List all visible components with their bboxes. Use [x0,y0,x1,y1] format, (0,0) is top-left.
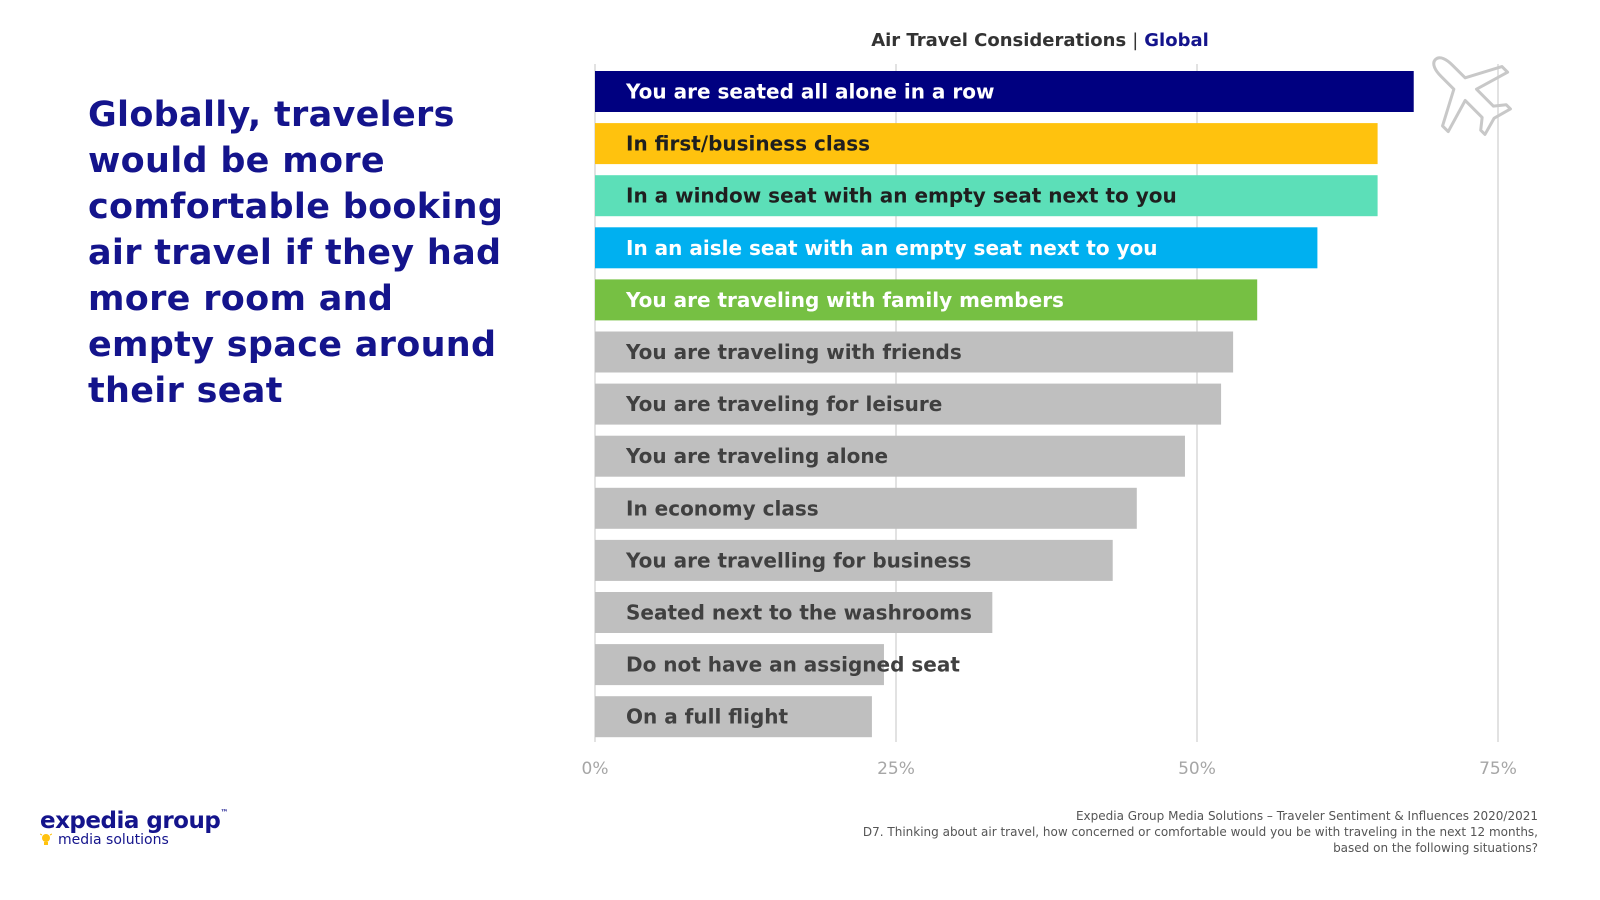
bar-0 [595,71,1414,112]
chart-title: Air Travel Considerations | Global [600,30,1480,51]
footnote: Expedia Group Media Solutions – Traveler… [838,808,1538,856]
bar-7 [595,435,1185,477]
x-tick-label-2: 50% [1178,759,1216,779]
airplane-outline-icon [1432,56,1512,136]
brand-name: expedia group [40,808,221,834]
headline: Globally, travelers would be more comfor… [88,95,504,411]
chart-title-separator: | [1132,30,1139,51]
chart-title-main: Air Travel Considerations [871,30,1127,51]
brand-sub: media solutions [58,832,169,848]
bar-label-11: Do not have an assigned seat [626,653,960,677]
bar-label-6: You are traveling for leisure [625,392,942,416]
bar-label-10: Seated next to the washrooms [626,601,972,625]
brand-trademark: ™ [220,808,228,817]
x-tick-label-0: 0% [582,759,609,779]
bar-label-1: In first/business class [626,132,870,156]
bar-4 [595,279,1258,321]
bar-label-7: You are traveling alone [625,444,888,468]
bar-label-9: You are travelling for business [625,548,971,572]
brand-logo: expedia group™ media solutions [40,808,228,848]
bar-label-5: You are traveling with friends [625,340,962,364]
bar-11 [595,644,884,686]
bar-label-2: In a window seat with an empty seat next… [626,184,1177,208]
bar-label-4: You are traveling with family members [625,288,1064,312]
bar-label-8: In economy class [626,496,819,520]
bar-label-12: On a full flight [626,705,789,729]
bar-8 [595,487,1137,529]
bar-12 [595,696,872,738]
footnote-source: Expedia Group Media Solutions – Traveler… [1075,809,1538,823]
lightbulb-icon [40,833,52,845]
bar-1 [595,123,1378,165]
bar-label-0: You are seated all alone in a row [625,80,994,104]
bar-5 [595,331,1234,373]
bar-label-3: In an aisle seat with an empty seat next… [626,236,1158,260]
bar-6 [595,383,1222,425]
chart-title-region: Global [1144,30,1209,51]
footnote-question: D7. Thinking about air travel, how conce… [862,825,1538,855]
bar-10 [595,592,993,633]
x-tick-label-1: 25% [877,759,915,779]
bar-2 [595,175,1378,217]
bar-3 [595,227,1318,269]
x-tick-label-3: 75% [1479,759,1517,779]
bar-9 [595,539,1113,581]
